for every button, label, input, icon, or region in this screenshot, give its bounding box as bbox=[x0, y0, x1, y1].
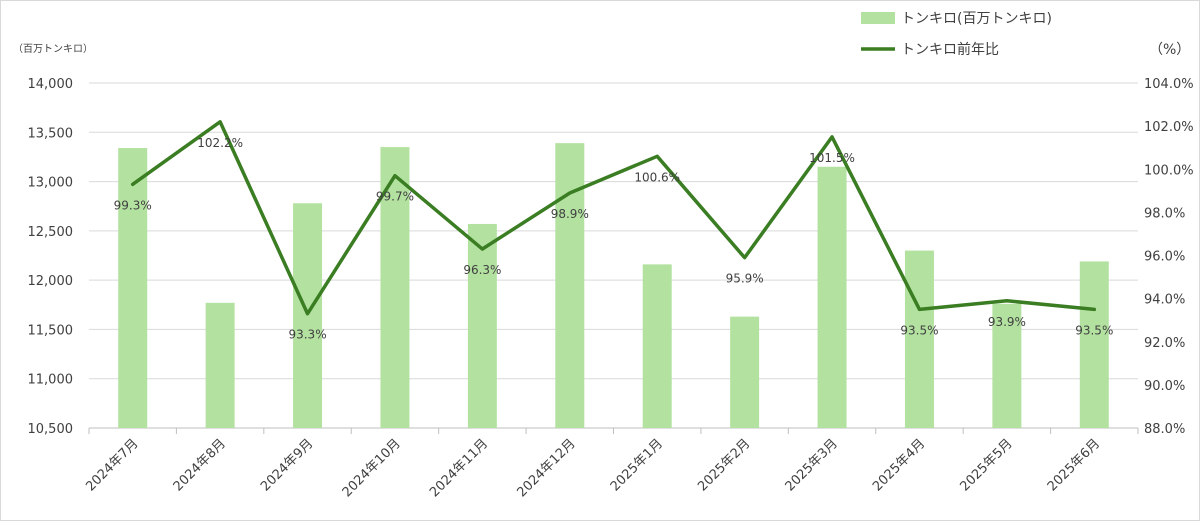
data-label: 93.5% bbox=[1075, 323, 1113, 337]
data-label: 95.9% bbox=[726, 272, 764, 286]
y-axis-right-unit: （%） bbox=[1149, 42, 1190, 58]
line-series bbox=[133, 122, 1095, 314]
data-label: 99.7% bbox=[376, 190, 414, 204]
bar bbox=[555, 143, 584, 428]
bar bbox=[206, 303, 235, 428]
data-label: 100.6% bbox=[634, 170, 680, 184]
y-axis-right: 88.0% 90.0% 92.0% 94.0% 96.0% 98.0% 100.0% 102.… bbox=[1144, 77, 1194, 437]
y-left-tick-label: 13,000 bbox=[28, 176, 74, 191]
y-right-tick-label: 96.0% bbox=[1144, 250, 1185, 265]
bar bbox=[643, 264, 672, 428]
y-right-tick-label: 102.0% bbox=[1144, 120, 1194, 135]
x-tick-label: 2024年9月 bbox=[258, 436, 316, 494]
bar bbox=[293, 203, 322, 428]
x-tick-label: 2024年8月 bbox=[171, 436, 229, 494]
data-label: 93.3% bbox=[288, 328, 326, 342]
bar-series bbox=[118, 143, 1109, 428]
bar bbox=[468, 224, 497, 428]
x-tick-label: 2025年3月 bbox=[783, 436, 841, 494]
x-tick-label: 2024年11月 bbox=[427, 436, 491, 500]
x-tick-label: 2025年4月 bbox=[870, 436, 928, 494]
data-label: 102.2% bbox=[197, 136, 243, 150]
y-axis-left: 10,500 11,000 11,500 12,000 12,500 13,000 13,5… bbox=[28, 77, 74, 437]
data-label: 99.3% bbox=[114, 198, 152, 212]
bar bbox=[1080, 261, 1109, 428]
line-data-labels: 99.3% 102.2% 93.3% 99.7% 96.3% 98.9% 100.6% 95.… bbox=[114, 136, 1114, 342]
legend-label-bar: トンキロ(百万トンキロ) bbox=[901, 11, 1052, 27]
y-axis-left-unit: （百万トンキロ） bbox=[13, 43, 93, 55]
data-label: 96.3% bbox=[463, 263, 501, 277]
y-right-tick-label: 94.0% bbox=[1144, 293, 1185, 308]
data-label: 93.5% bbox=[900, 323, 938, 337]
x-tick-label: 2025年1月 bbox=[608, 436, 666, 494]
x-tick-label: 2025年5月 bbox=[957, 436, 1015, 494]
y-left-tick-label: 11,000 bbox=[28, 373, 74, 388]
legend-label-line: トンキロ前年比 bbox=[901, 41, 999, 58]
y-right-tick-label: 100.0% bbox=[1144, 163, 1194, 178]
y-left-tick-label: 10,500 bbox=[28, 422, 74, 437]
yoy-line bbox=[133, 122, 1095, 314]
x-tick-label: 2025年6月 bbox=[1045, 436, 1103, 494]
x-tick-label: 2024年10月 bbox=[340, 436, 404, 500]
data-label: 101.5% bbox=[809, 151, 855, 165]
y-right-tick-label: 92.0% bbox=[1144, 336, 1185, 351]
bar bbox=[730, 317, 759, 428]
y-left-tick-label: 14,000 bbox=[28, 77, 74, 92]
y-right-tick-label: 104.0% bbox=[1144, 77, 1194, 92]
x-tick-label: 2025年2月 bbox=[695, 436, 753, 494]
x-axis: 2024年7月 2024年8月 2024年9月 2024年10月 2024年11月 202… bbox=[83, 428, 1138, 500]
bar bbox=[905, 251, 934, 428]
y-left-tick-label: 11,500 bbox=[28, 323, 74, 338]
y-right-tick-label: 88.0% bbox=[1144, 422, 1185, 437]
y-left-tick-label: 12,500 bbox=[28, 225, 74, 240]
legend-swatch-bar bbox=[861, 12, 895, 24]
x-tick-label: 2024年7月 bbox=[83, 436, 141, 494]
legend: トンキロ(百万トンキロ) トンキロ前年比 bbox=[861, 11, 1052, 58]
data-label: 93.9% bbox=[988, 315, 1026, 329]
y-left-tick-label: 13,500 bbox=[28, 126, 74, 141]
bar bbox=[818, 167, 847, 428]
y-right-tick-label: 98.0% bbox=[1144, 206, 1185, 221]
bar bbox=[118, 148, 147, 428]
data-label: 98.9% bbox=[551, 207, 589, 221]
y-left-tick-label: 12,000 bbox=[28, 274, 74, 289]
x-tick-label: 2024年12月 bbox=[515, 436, 579, 500]
y-right-tick-label: 90.0% bbox=[1144, 379, 1185, 394]
gridlines bbox=[89, 83, 1138, 428]
